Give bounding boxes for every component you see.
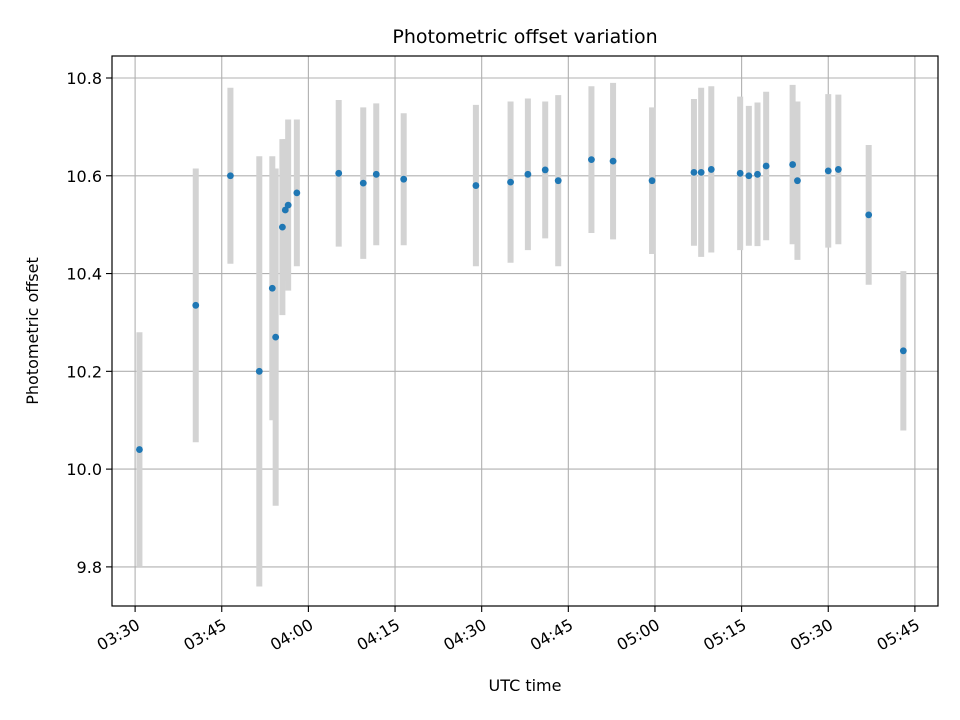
data-point — [541, 166, 549, 174]
data-point — [284, 201, 292, 209]
y-tick-label: 10.0 — [66, 460, 102, 479]
data-point — [255, 367, 263, 375]
data-point — [472, 182, 480, 189]
data-point — [690, 168, 698, 176]
data-point — [697, 168, 705, 176]
data-point — [745, 172, 753, 180]
data-point — [865, 211, 873, 219]
data-point — [192, 301, 200, 309]
data-point — [524, 170, 532, 178]
data-point — [588, 156, 595, 164]
data-point — [648, 177, 656, 185]
data-point — [293, 189, 301, 197]
data-point — [609, 157, 617, 165]
data-point — [359, 179, 367, 187]
data-point — [789, 161, 797, 168]
grid — [112, 56, 938, 606]
data-point — [834, 166, 842, 173]
y-tick-label: 9.8 — [77, 558, 102, 577]
y-axis-label: Photometric offset — [23, 257, 42, 405]
x-axis-label: UTC time — [489, 676, 562, 695]
data-point — [736, 169, 744, 177]
chart-title: Photometric offset variation — [392, 26, 657, 48]
y-axis: 9.8 10.0 10.2 10.4 10.6 10.8 — [66, 69, 112, 577]
y-tick-label: 10.6 — [66, 167, 102, 186]
data-point — [272, 333, 280, 341]
data-point — [372, 170, 380, 178]
data-point — [824, 167, 832, 175]
data-point — [794, 177, 801, 185]
data-point — [762, 162, 770, 170]
data-point — [507, 178, 514, 186]
data-point — [281, 206, 289, 214]
data-point — [136, 446, 143, 453]
data-point — [335, 169, 343, 177]
data-point — [268, 284, 276, 292]
data-points — [136, 156, 907, 453]
plot-frame — [111, 55, 939, 607]
data-point — [754, 170, 761, 178]
y-tick-label: 10.4 — [66, 265, 102, 284]
y-tick-label: 10.2 — [66, 362, 102, 381]
data-point — [899, 347, 907, 355]
data-point — [554, 177, 562, 185]
data-point — [278, 223, 286, 231]
data-point — [707, 166, 715, 173]
data-point — [400, 175, 408, 183]
y-tick-label: 10.8 — [66, 69, 102, 88]
data-point — [227, 172, 234, 180]
